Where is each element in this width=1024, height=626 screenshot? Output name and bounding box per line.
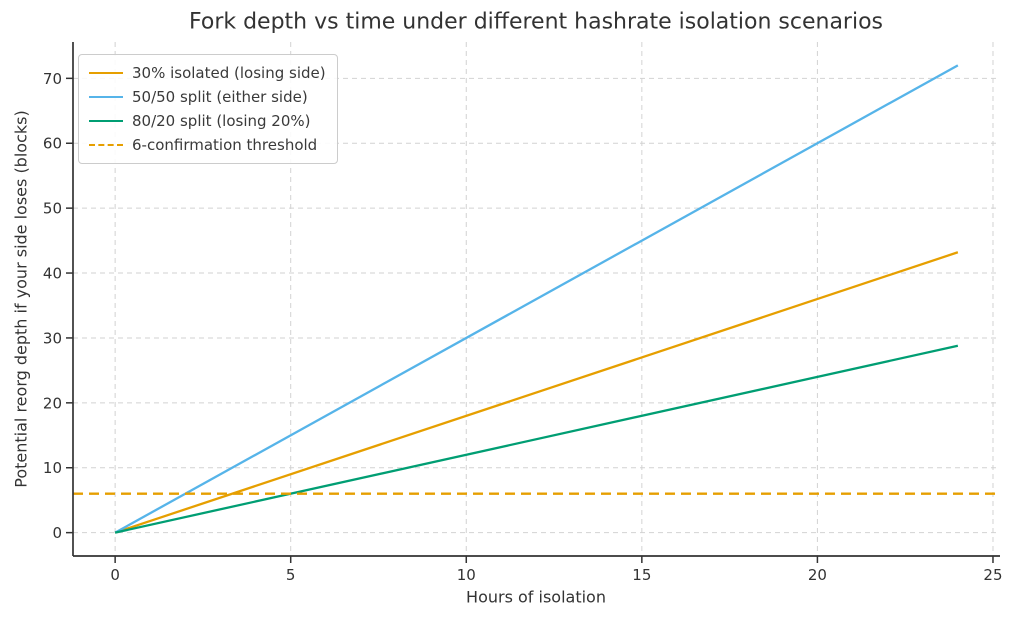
chart-title: Fork depth vs time under different hashr… (188, 9, 884, 35)
tick-label: 70 (43, 70, 62, 88)
tick-label: 60 (43, 135, 62, 153)
tick-labels: 0 5 10 15 20 25 0 10 20 30 40 50 60 70 (43, 70, 1003, 584)
tick-label: 20 (43, 394, 62, 412)
axis-ticks (66, 77, 994, 563)
tick-label: 10 (457, 566, 476, 584)
series-line-0 (114, 251, 959, 534)
series-line-2 (114, 344, 959, 534)
legend-dashed-line-swatch (89, 144, 123, 146)
legend-line-swatch (89, 96, 123, 98)
x-axis-label: Hours of isolation (466, 587, 606, 607)
tick-label: 0 (110, 566, 120, 584)
legend-line-swatch (89, 72, 123, 74)
tick-label: 10 (43, 459, 62, 477)
legend-item: 80/20 split (losing 20%) (89, 110, 326, 132)
legend-item-label: 6-confirmation threshold (132, 136, 318, 154)
legend-item-label: 80/20 split (losing 20%) (132, 112, 311, 130)
data-series (114, 64, 959, 534)
legend-item-label: 50/50 split (either side) (132, 88, 308, 106)
legend-item: 6-confirmation threshold (89, 134, 326, 156)
tick-label: 20 (808, 566, 827, 584)
tick-label: 0 (52, 524, 62, 542)
tick-label: 15 (632, 566, 651, 584)
tick-label: 30 (43, 329, 62, 347)
tick-label: 50 (43, 200, 62, 218)
series-line-1 (114, 64, 959, 534)
legend-item-label: 30% isolated (losing side) (132, 64, 326, 82)
tick-label: 25 (983, 566, 1002, 584)
legend-item: 50/50 split (either side) (89, 86, 326, 108)
legend-item: 30% isolated (losing side) (89, 62, 326, 84)
tick-label: 40 (43, 265, 62, 283)
legend-line-swatch (89, 120, 123, 122)
y-axis-label: Potential reorg depth if your side loses… (11, 110, 31, 488)
axes-spines (72, 42, 1000, 557)
chart-legend: 30% isolated (losing side) 50/50 split (… (78, 54, 338, 164)
tick-label: 5 (286, 566, 296, 584)
